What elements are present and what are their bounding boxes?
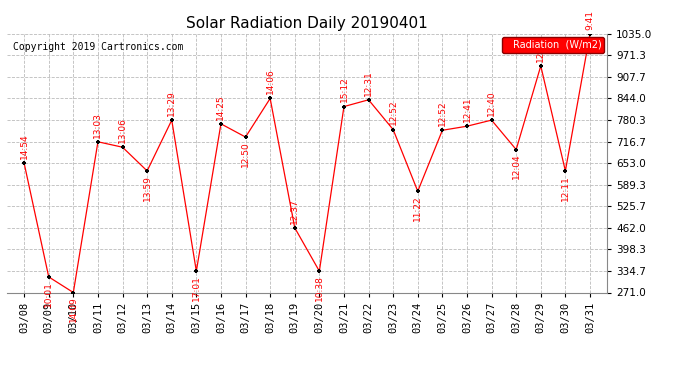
Text: 12:52: 12:52: [438, 100, 447, 126]
Text: 12:41: 12:41: [462, 96, 471, 122]
Text: 12:11: 12:11: [561, 175, 570, 201]
Text: 12:04: 12:04: [512, 154, 521, 179]
Point: [215, 121, 226, 127]
Point: [19, 160, 30, 166]
Point: [289, 225, 300, 231]
Text: 13:29: 13:29: [167, 90, 176, 116]
Point: [92, 139, 104, 145]
Point: [560, 168, 571, 174]
Text: 13:03: 13:03: [93, 112, 102, 138]
Text: 12:50: 12:50: [241, 141, 250, 167]
Point: [117, 144, 128, 150]
Point: [43, 274, 55, 280]
Text: 14:06: 14:06: [266, 69, 275, 94]
Text: 14:25: 14:25: [217, 94, 226, 120]
Title: Solar Radiation Daily 20190401: Solar Radiation Daily 20190401: [186, 16, 428, 31]
Point: [141, 168, 152, 174]
Point: [240, 134, 251, 140]
Point: [437, 127, 448, 133]
Text: 11:22: 11:22: [413, 195, 422, 221]
Point: [462, 123, 473, 129]
Text: 12:31: 12:31: [364, 70, 373, 96]
Point: [363, 97, 374, 103]
Point: [584, 31, 595, 37]
Text: 12:53: 12:53: [536, 36, 545, 62]
Point: [511, 147, 522, 153]
Point: [388, 127, 399, 133]
Text: 14:54: 14:54: [19, 134, 28, 159]
Text: 10:38: 10:38: [315, 275, 324, 301]
Legend: Radiation  (W/m2): Radiation (W/m2): [502, 37, 604, 52]
Point: [338, 104, 349, 110]
Text: 9:41: 9:41: [586, 10, 595, 30]
Point: [191, 268, 202, 274]
Point: [68, 290, 79, 296]
Text: 12:37: 12:37: [290, 198, 299, 223]
Text: Copyright 2019 Cartronics.com: Copyright 2019 Cartronics.com: [13, 42, 184, 51]
Text: 14:09: 14:09: [69, 297, 78, 322]
Text: 13:59: 13:59: [143, 175, 152, 201]
Point: [166, 117, 177, 123]
Text: 12:40: 12:40: [487, 90, 496, 116]
Point: [265, 96, 276, 102]
Text: 17:01: 17:01: [192, 275, 201, 301]
Text: 10:01: 10:01: [44, 281, 53, 307]
Text: 12:52: 12:52: [388, 100, 397, 125]
Point: [314, 268, 325, 274]
Text: 15:12: 15:12: [339, 76, 348, 102]
Text: 13:06: 13:06: [118, 117, 127, 143]
Point: [535, 63, 546, 69]
Point: [486, 117, 497, 123]
Point: [412, 188, 423, 194]
